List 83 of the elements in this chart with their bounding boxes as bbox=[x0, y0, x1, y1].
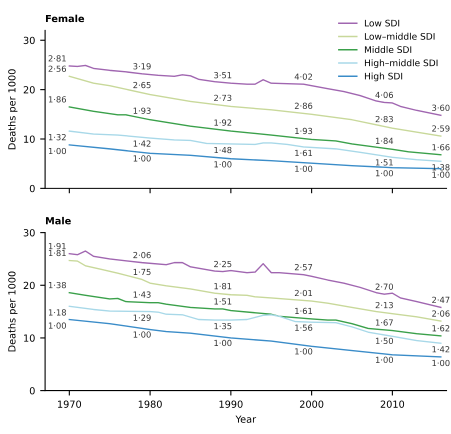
x-axis-title: Year bbox=[235, 416, 256, 423]
annotation: 2·73 bbox=[214, 94, 232, 102]
annotation: 1·48 bbox=[214, 146, 232, 154]
legend-label: High–middle SDI bbox=[364, 59, 438, 68]
annotation: 1·00 bbox=[376, 356, 394, 363]
annotation: 1·81 bbox=[48, 250, 66, 256]
annotation: 1·00 bbox=[134, 331, 151, 338]
annotation: 1·42 bbox=[134, 140, 150, 147]
annotation: 3·19 bbox=[133, 63, 151, 70]
y-tick-label: 30 bbox=[24, 36, 35, 44]
annotation: 1·51 bbox=[214, 298, 232, 305]
annotation: 1·56 bbox=[295, 324, 312, 331]
y-tick-label: 0 bbox=[30, 184, 35, 192]
annotation: 1·00 bbox=[432, 360, 450, 366]
annotation: 1·75 bbox=[134, 268, 151, 276]
annotation: 2·25 bbox=[214, 260, 232, 268]
x-tick-label: 1990 bbox=[220, 400, 243, 408]
annotation: 1·62 bbox=[432, 325, 450, 332]
legend-label: Low–middle SDI bbox=[364, 32, 435, 40]
chart-title: Female bbox=[46, 14, 84, 22]
annotation: 1·29 bbox=[134, 314, 151, 321]
annotation: 1·00 bbox=[295, 166, 312, 172]
y-tick-label: 20 bbox=[24, 282, 35, 290]
y-axis-title: Deaths per 1000 bbox=[8, 69, 18, 150]
x-tick-label: 2010 bbox=[380, 400, 404, 408]
annotation: 1·18 bbox=[48, 309, 66, 316]
annotation: 1·00 bbox=[48, 322, 66, 329]
annotation: 2·81 bbox=[48, 55, 66, 62]
legend-label: High SDI bbox=[364, 72, 402, 82]
annotation: 1·42 bbox=[432, 346, 450, 352]
annotation: 1·51 bbox=[376, 159, 393, 166]
annotation: 1·93 bbox=[134, 108, 151, 114]
chart-title: Male bbox=[46, 216, 71, 224]
annotation: 2·01 bbox=[294, 290, 312, 296]
annotation: 1·32 bbox=[48, 134, 66, 140]
annotation: 1·86 bbox=[48, 96, 66, 103]
annotation: 1·50 bbox=[376, 338, 394, 344]
annotation: 1·43 bbox=[134, 291, 151, 298]
annotation: 1·91 bbox=[48, 242, 66, 250]
annotation: 1·38 bbox=[432, 164, 450, 170]
annotation: 1·38 bbox=[48, 282, 66, 288]
annotation: 1·35 bbox=[214, 322, 232, 330]
annotation: 2·70 bbox=[376, 284, 394, 290]
annotation: 1·93 bbox=[295, 128, 312, 134]
annotation: 1·00 bbox=[134, 155, 151, 162]
annotation: 1·00 bbox=[376, 170, 394, 176]
annotation: 2·59 bbox=[432, 125, 450, 132]
legend-label: Low SDI bbox=[364, 20, 400, 27]
annotation: 1·84 bbox=[376, 138, 394, 144]
annotation: 1·67 bbox=[376, 319, 393, 326]
annotation: 1·00 bbox=[214, 340, 232, 346]
annotation: 4·02 bbox=[294, 74, 312, 80]
annotation: 2·65 bbox=[133, 82, 151, 88]
annotation: 2·57 bbox=[294, 264, 312, 270]
annotation: 2·06 bbox=[133, 252, 151, 258]
annotation: 1·00 bbox=[295, 348, 312, 355]
annotation: 3·51 bbox=[214, 72, 232, 78]
y-tick-label: 0 bbox=[30, 387, 35, 394]
x-tick-label: 2000 bbox=[300, 400, 324, 408]
y-tick-label: 30 bbox=[24, 229, 35, 236]
annotation: 1·92 bbox=[214, 119, 232, 126]
annotation: 3·60 bbox=[432, 104, 450, 111]
annotation: 2·86 bbox=[294, 102, 312, 109]
annotation: 2·56 bbox=[48, 66, 66, 72]
annotation: 1·61 bbox=[295, 150, 312, 156]
y-tick-label: 10 bbox=[24, 135, 35, 143]
y-tick-label: 20 bbox=[24, 86, 35, 94]
y-tick-label: 10 bbox=[24, 334, 35, 342]
annotation: 4·06 bbox=[375, 92, 394, 98]
annotation: 1·66 bbox=[432, 144, 450, 150]
y-axis-title: Deaths per 1000 bbox=[8, 271, 18, 352]
annotation: 2·83 bbox=[376, 116, 393, 122]
x-tick-label: 1970 bbox=[58, 400, 82, 408]
annotation: 2·47 bbox=[432, 296, 450, 303]
annotation: 1·81 bbox=[214, 283, 232, 290]
x-tick-label: 1980 bbox=[138, 400, 162, 408]
annotation: 2·06 bbox=[432, 310, 450, 317]
annotation: 1·61 bbox=[295, 308, 312, 314]
annotation: 2·13 bbox=[376, 302, 393, 308]
annotation: 1·00 bbox=[432, 172, 450, 178]
annotation: 1·00 bbox=[214, 161, 232, 168]
legend-label: Middle SDI bbox=[364, 46, 412, 54]
annotation: 1·00 bbox=[48, 148, 66, 154]
